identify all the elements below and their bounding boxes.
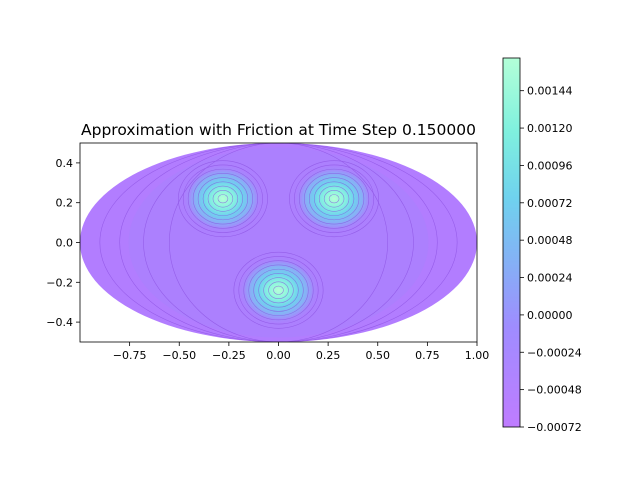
colorbar-tick-label: 0.00096 bbox=[527, 159, 573, 172]
contour-lines bbox=[99, 143, 458, 342]
contour-ring bbox=[238, 256, 319, 325]
colorbar bbox=[502, 57, 521, 428]
colorbar-tick-label: −0.00072 bbox=[527, 421, 582, 434]
contour-ring bbox=[273, 285, 284, 295]
colorbar-axis: 0.00144 0.00120 0.00096 0.00072 0.00048 0.000… bbox=[520, 85, 582, 434]
colorbar-tick-label: 0.00120 bbox=[527, 122, 573, 135]
contour-ring bbox=[308, 177, 360, 221]
contour-ring bbox=[299, 168, 370, 229]
colorbar-tick-label: 0.00000 bbox=[527, 309, 573, 322]
field-peak bbox=[294, 164, 374, 233]
contour-line bbox=[143, 143, 414, 342]
contour-ring bbox=[217, 194, 229, 204]
contour-line bbox=[119, 143, 438, 342]
x-tick-label: 0.00 bbox=[266, 349, 291, 362]
contour-line bbox=[169, 143, 388, 342]
y-tick-label: −0.2 bbox=[46, 276, 73, 289]
x-axis: −0.75 −0.50 −0.25 0.00 0.25 0.50 0.75 1.00 bbox=[113, 342, 489, 362]
contour-ring bbox=[187, 168, 258, 229]
x-tick-label: 0.25 bbox=[316, 349, 341, 362]
colorbar-tick-label: 0.00048 bbox=[527, 234, 573, 247]
contour-ring bbox=[328, 194, 340, 204]
contour-ring bbox=[258, 273, 299, 308]
contour-line bbox=[99, 143, 458, 342]
chart-title: Approximation with Friction at Time Step… bbox=[81, 121, 476, 139]
heatmap-field bbox=[80, 143, 477, 342]
contour-ring bbox=[268, 281, 289, 300]
contour-ring bbox=[197, 177, 249, 221]
contour-ring bbox=[323, 189, 345, 208]
x-tick-label: −0.50 bbox=[162, 349, 196, 362]
contour-ring bbox=[318, 185, 350, 212]
contour-ring bbox=[192, 173, 253, 225]
field-peak bbox=[238, 256, 319, 325]
x-tick-label: −0.75 bbox=[113, 349, 147, 362]
contour-ring bbox=[248, 264, 309, 316]
x-tick-label: 0.50 bbox=[366, 349, 391, 362]
x-tick-label: −0.25 bbox=[212, 349, 246, 362]
y-axis: 0.4 0.2 0.0 −0.2 −0.4 bbox=[46, 157, 80, 329]
x-tick-label: 0.75 bbox=[415, 349, 440, 362]
contour-ring bbox=[263, 277, 294, 304]
colorbar-tick-label: 0.00072 bbox=[527, 197, 573, 210]
contour-ring bbox=[212, 189, 234, 208]
colorbar-tick-label: −0.00024 bbox=[527, 346, 582, 359]
y-tick-label: −0.4 bbox=[46, 316, 73, 329]
contour-ring bbox=[177, 160, 268, 238]
contour-ring bbox=[202, 181, 244, 216]
contour-ring bbox=[313, 181, 355, 216]
y-tick-label: 0.4 bbox=[56, 157, 74, 170]
colorbar-tick-label: 0.00024 bbox=[527, 272, 573, 285]
y-tick-label: 0.2 bbox=[56, 197, 74, 210]
colorbar-tick-label: −0.00048 bbox=[527, 384, 582, 397]
contour-ring bbox=[253, 268, 304, 312]
contour-ring bbox=[182, 164, 263, 233]
field-peaks bbox=[183, 164, 374, 325]
contour-ring bbox=[207, 185, 239, 212]
colorbar-tick-label: 0.00144 bbox=[527, 85, 573, 98]
x-tick-label: 1.00 bbox=[465, 349, 490, 362]
contour-ring bbox=[289, 160, 380, 238]
contour-ring bbox=[233, 251, 324, 329]
contour-ring bbox=[243, 260, 314, 321]
y-tick-label: 0.0 bbox=[56, 237, 74, 250]
field-peak bbox=[183, 164, 263, 233]
contour-ring bbox=[294, 164, 375, 233]
contour-ring bbox=[304, 173, 365, 225]
